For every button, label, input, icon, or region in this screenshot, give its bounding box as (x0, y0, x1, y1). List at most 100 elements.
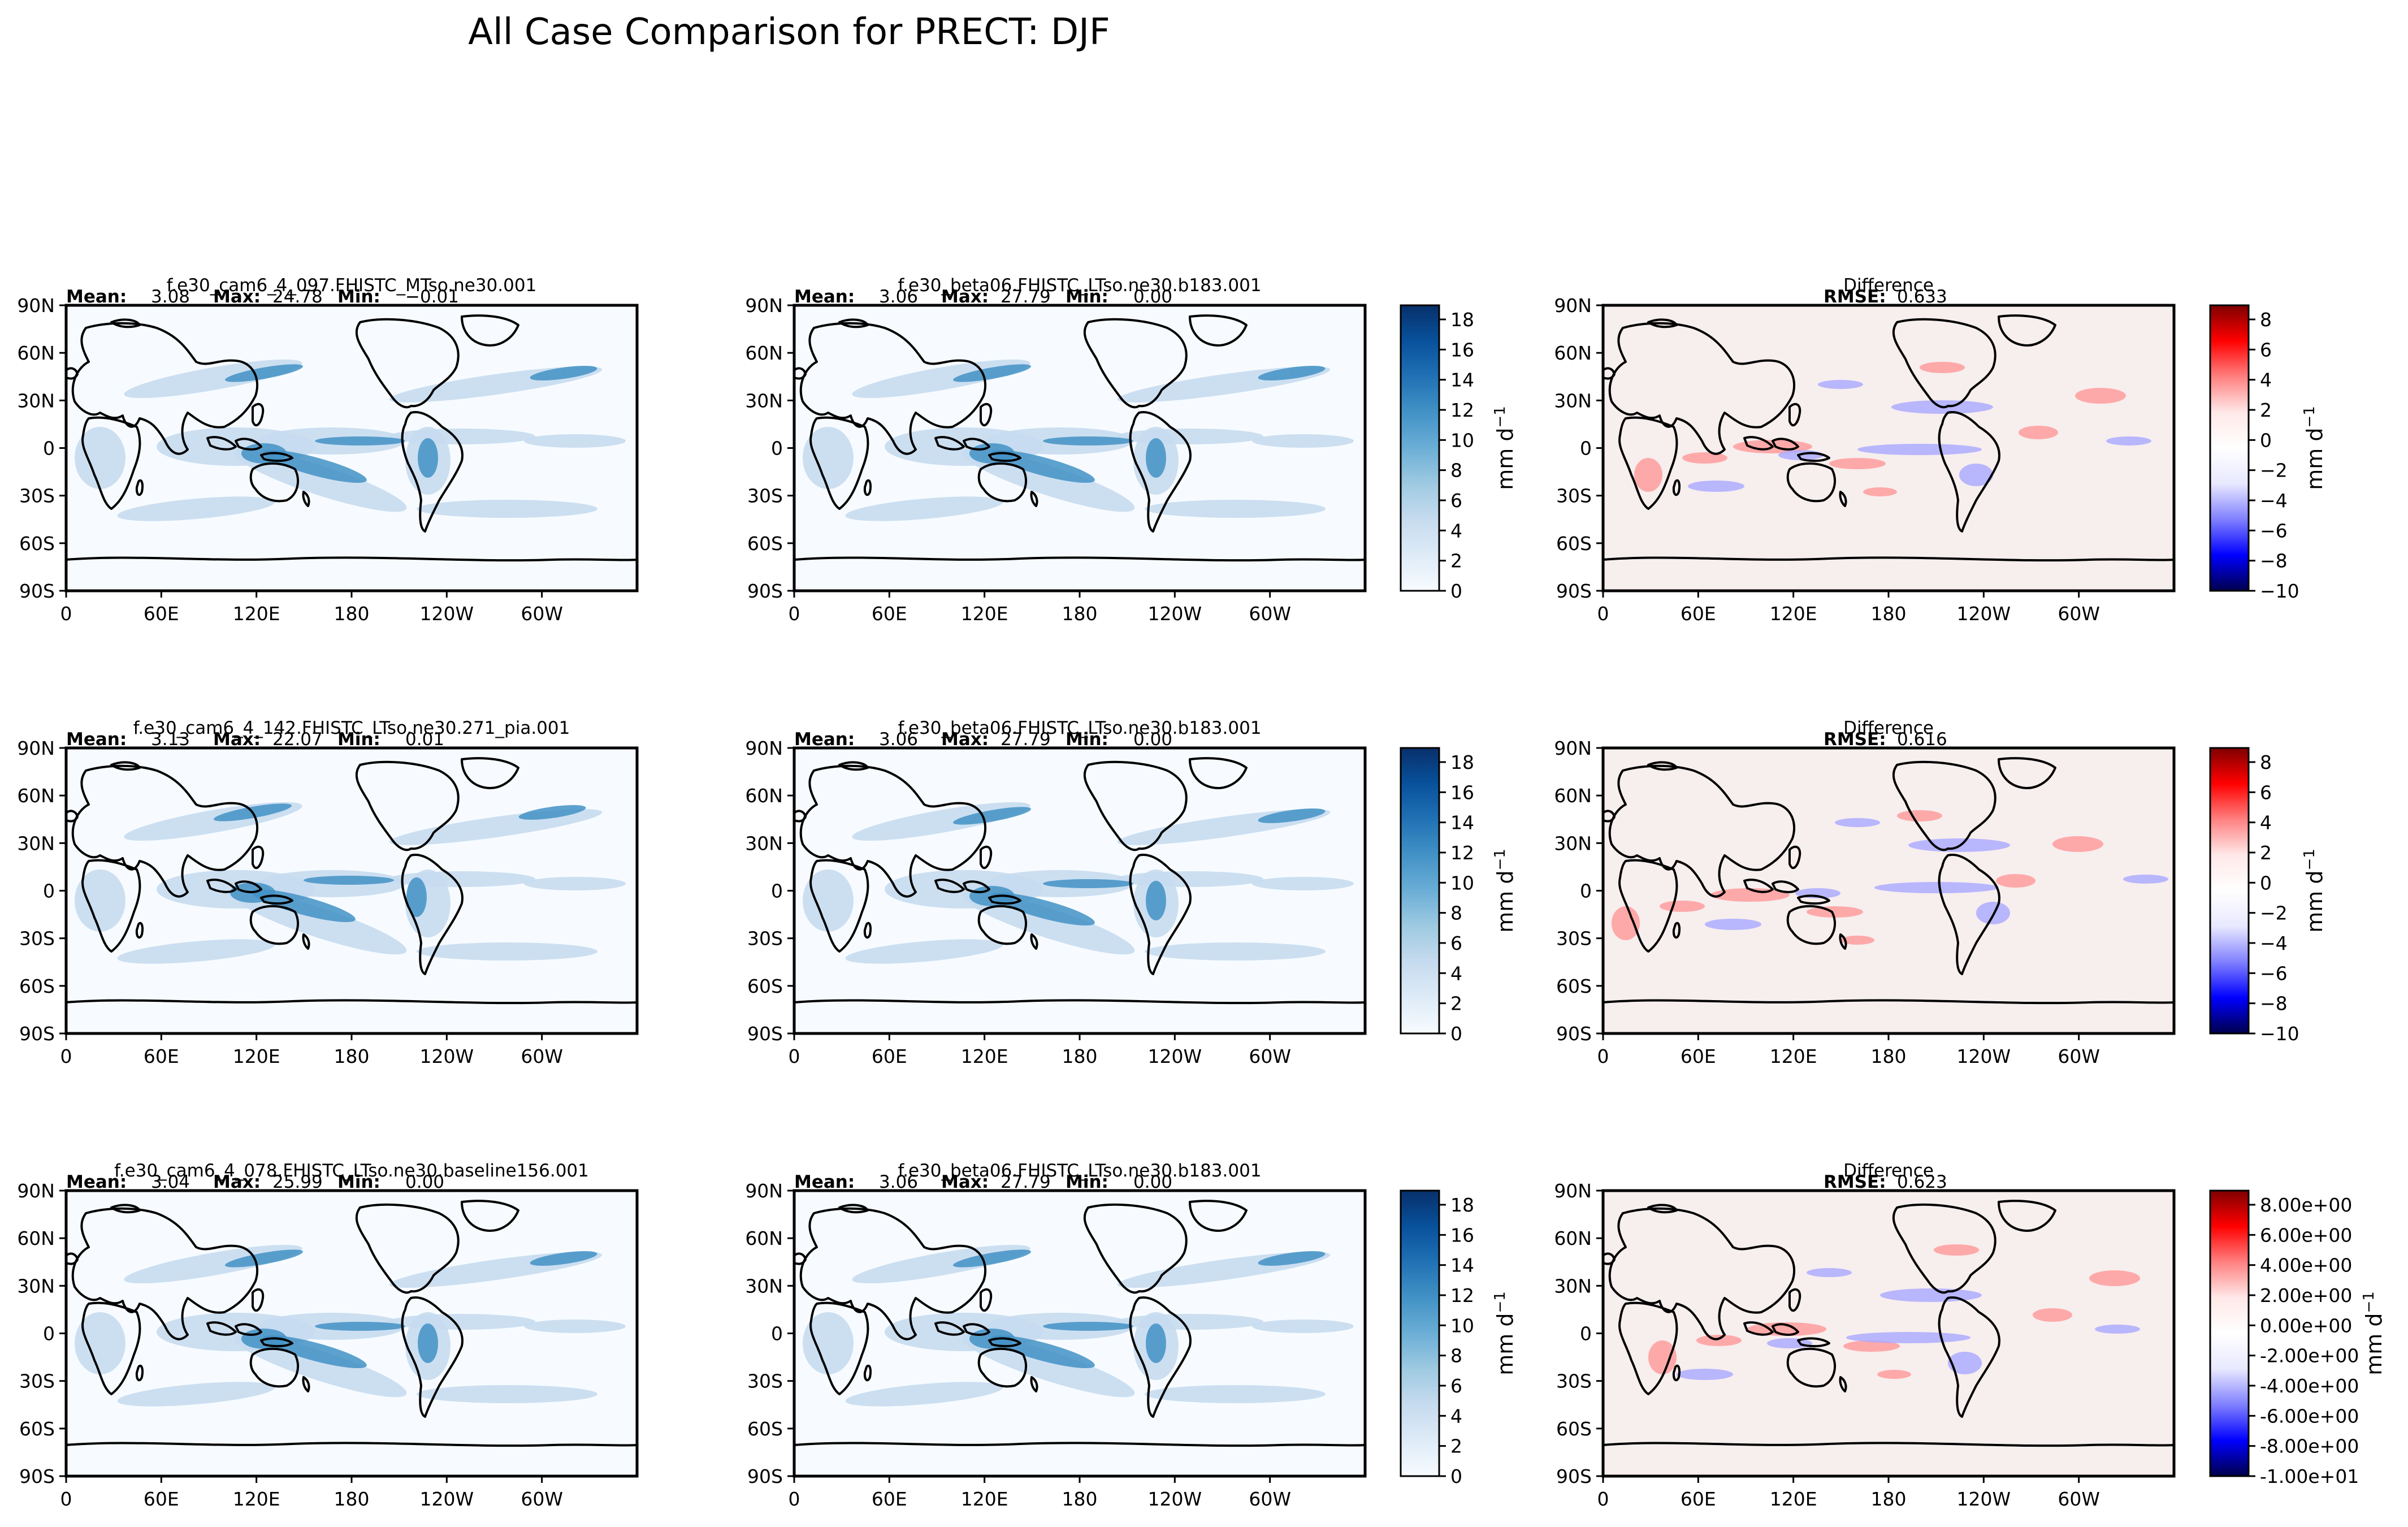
case-name: f.e30_cam6_4_142.FHISTC_LTso.ne30.271_pi… (133, 718, 570, 738)
mean-value: 3.06 (879, 1172, 918, 1192)
colorbar-tick-label: 10 (1450, 872, 1474, 894)
colorbar-tick-label: 8 (1450, 902, 1462, 924)
mean-value: 3.06 (879, 729, 918, 750)
max-value: 27.79 (1001, 1172, 1051, 1192)
case-name: f.e30_beta06.FHISTC_LTso.ne30.b183.001 (898, 718, 1261, 738)
colorbar-tick-label: 4 (1450, 1405, 1462, 1427)
lat-tick-label: 90S (19, 1023, 55, 1045)
mean-label: Mean: (794, 287, 855, 307)
max-value: 25.99 (272, 1172, 323, 1192)
colorbar-tick-label: 16 (1450, 781, 1474, 803)
rmse-value: 0.633 (1897, 287, 1947, 307)
lat-tick-label: 30N (17, 390, 55, 412)
lat-tick-label: 90N (1554, 1180, 1592, 1202)
lon-tick-label: 180 (1871, 603, 1907, 625)
colorbar-r1: −10 −8 −6 −4 −2 0 2 4 6 8 mm d−1 (2209, 304, 2327, 602)
colorbar-tick-label: −2 (2260, 460, 2288, 482)
lon-tick-label: 120W (1957, 603, 2011, 625)
difference-title: Difference (1843, 718, 1934, 738)
colorbar-tick-label: 18 (1450, 751, 1474, 773)
rmse-line: RMSE: 0.616 (1824, 729, 1947, 750)
colorbar-tick-label: 8 (2260, 309, 2272, 331)
colorbar-tick-label: 6.00e+00 (2260, 1224, 2352, 1246)
case-name: f.e30_cam6_4_078.FHISTC_LTso.ne30.baseli… (114, 1161, 589, 1181)
mean-label: Mean: (794, 1172, 855, 1192)
colorbar-r3: -1.00e+01 -8.00e+00 -6.00e+00 -4.00e+00 -2.0… (2209, 1189, 2387, 1487)
lon-tick-label: 60W (1249, 1488, 1291, 1510)
colorbar-tick-label: 18 (1450, 309, 1474, 331)
difference-title: Difference (1843, 1161, 1934, 1181)
colorbar-gradient (2209, 747, 2250, 1035)
lon-tick-label: 120W (1957, 1045, 2011, 1067)
case-name: f.e30_beta06.FHISTC_LTso.ne30.b183.001 (898, 1161, 1261, 1181)
lat-tick-label: 90S (747, 1465, 783, 1487)
colorbar-tick-label: 8 (2260, 751, 2272, 773)
colorbar-tick-label: 14 (1450, 1255, 1474, 1277)
colorbar-unit-label: mm d−1 (2361, 1291, 2387, 1375)
colorbar-tick-label: 8.00e+00 (2260, 1194, 2352, 1216)
colorbar-tick-label: 0 (1450, 1023, 1462, 1045)
lat-tick-label: 30S (1556, 928, 1592, 950)
lat-tick-label: 60N (1554, 342, 1592, 364)
min-label: Min: (337, 287, 380, 307)
lat-tick-label: 30N (17, 832, 55, 854)
lat-tick-label: 0 (43, 438, 55, 460)
mean-value: 3.06 (879, 287, 918, 307)
lat-tick-label: 0 (43, 880, 55, 902)
colorbar-tick-label: 4 (2260, 369, 2272, 391)
stats-line: Mean: 3.06 Max: 27.79 Min: 0.00 (794, 729, 1172, 750)
colorbar-tick-label: 6 (2260, 339, 2272, 361)
lon-tick-label: 120E (233, 1045, 280, 1067)
lat-tick-label: 30N (745, 1275, 783, 1297)
lon-tick-label: 180 (1871, 1488, 1907, 1510)
colorbar-tick-label: 2 (2260, 399, 2272, 421)
max-value: 24.78 (272, 287, 323, 307)
colorbar-tick-label: 12 (1450, 399, 1474, 421)
unit-text: mm d (2302, 871, 2327, 933)
colorbar-tick-label: 4 (1450, 520, 1462, 542)
lat-tick-label: 60N (17, 342, 55, 364)
min-label: Min: (337, 1172, 380, 1192)
lon-tick-label: 120W (1957, 1488, 2011, 1510)
lon-tick-label: 120W (420, 603, 474, 625)
lat-tick-label: 60N (745, 342, 783, 364)
lat-tick-label: 90N (745, 295, 783, 317)
colorbar-r2: 0 2 4 6 8 10 12 14 16 18 mm d−1 (1400, 747, 1518, 1045)
lat-tick-label: 30S (747, 1370, 783, 1392)
lat-tick-label: 30N (1554, 390, 1592, 412)
lon-tick-label: 120E (233, 603, 280, 625)
lat-tick-label: 90S (1556, 580, 1592, 602)
colorbar-tick-label: 8 (1450, 460, 1462, 482)
lat-tick-label: 0 (43, 1323, 55, 1345)
lon-tick-label: 60E (872, 603, 907, 625)
colorbar-tick-label: 2 (1450, 1435, 1462, 1457)
lon-tick-label: 180 (1062, 1488, 1098, 1510)
lat-tick-label: 60S (19, 533, 55, 555)
lat-tick-label: 60S (1556, 533, 1592, 555)
mean-label: Mean: (66, 1172, 127, 1192)
lon-tick-label: 120E (233, 1488, 280, 1510)
colorbar-gradient (2209, 304, 2250, 592)
stats-line: Mean: 3.08 Max: 24.78 Min: −0.01 (66, 287, 459, 307)
colorbar-tick-label: 2.00e+00 (2260, 1284, 2352, 1307)
lon-tick-label: 180 (334, 603, 370, 625)
colorbar-tick-label: 4 (2260, 812, 2272, 834)
min-value: 0.01 (405, 729, 444, 750)
colorbar-tick-label: 0 (1450, 1465, 1462, 1487)
lat-tick-label: 60S (19, 975, 55, 997)
lon-tick-label: 60E (872, 1045, 907, 1067)
min-value: 0.00 (1133, 729, 1172, 750)
colorbar-tick-label: −4 (2260, 490, 2288, 512)
lon-tick-label: 120W (1148, 1488, 1202, 1510)
colorbar-tick-label: −4 (2260, 932, 2288, 954)
unit-text: mm d (2362, 1313, 2387, 1375)
colorbar-tick-label: −8 (2260, 993, 2288, 1015)
mean-label: Mean: (794, 729, 855, 750)
lon-tick-label: 120E (961, 1045, 1008, 1067)
stats-line: Mean: 3.04 Max: 25.99 Min: 0.00 (66, 1172, 444, 1192)
unit-superscript: −1 (1492, 406, 1509, 427)
lat-tick-label: 0 (771, 438, 783, 460)
lon-tick-label: 120E (1770, 603, 1817, 625)
lat-tick-label: 30S (19, 928, 55, 950)
